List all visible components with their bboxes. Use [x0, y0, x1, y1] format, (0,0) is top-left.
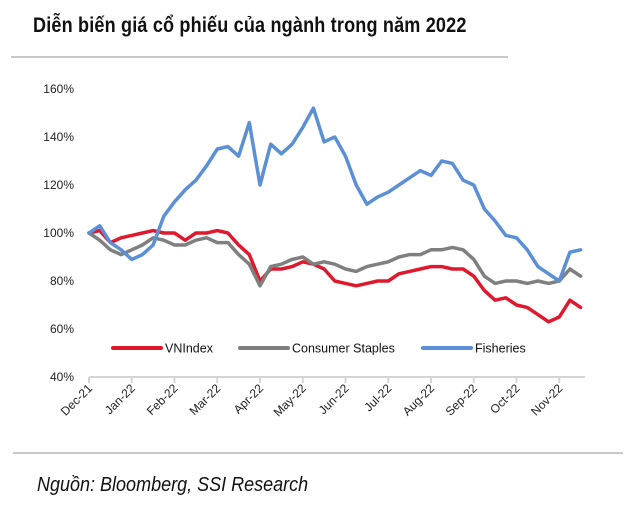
x-tick-label: Jan-22 — [102, 381, 138, 417]
y-tick-label: 120% — [43, 178, 74, 192]
legend-label: VNIndex — [165, 342, 214, 356]
x-tick-label: Sep-22 — [443, 381, 480, 418]
x-axis: Dec-21 Jan-22 Feb-22 Mar-22 Apr-22 May-22 Jun-… — [58, 376, 585, 419]
y-tick-label: 80% — [50, 274, 74, 288]
legend: VNIndex Consumer Staples Fisheries — [111, 342, 526, 356]
x-tick-label: Dec-21 — [58, 381, 95, 418]
series-line-consumer-staples — [87, 231, 583, 288]
source-note: Nguồn: Bloomberg, SSI Research — [37, 474, 309, 496]
series-line-fisheries — [87, 106, 583, 283]
y-tick-label: 60% — [50, 322, 74, 336]
x-tick-label: Oct-22 — [487, 381, 523, 417]
x-tick-label: Jun-22 — [316, 381, 352, 417]
title-divider — [11, 56, 508, 58]
x-tick-label: Mar-22 — [187, 381, 224, 418]
series-line-vnindex — [87, 228, 583, 324]
page-title: Diễn biến giá cổ phiếu của ngành trong n… — [33, 14, 467, 37]
source-divider — [13, 452, 623, 454]
x-tick-label: Feb-22 — [144, 381, 181, 418]
price-chart: 40% 60% 80% 100% 120% 140% 160% Dec-21 Jan-22 Fe… — [43, 82, 585, 419]
x-tick-label: Nov-22 — [528, 381, 565, 418]
x-tick-label: Apr-22 — [231, 381, 267, 417]
x-tick-label: Aug-22 — [400, 381, 437, 418]
y-tick-label: 160% — [43, 82, 74, 96]
series-layer — [87, 106, 583, 324]
x-tick-label: Jul-22 — [361, 381, 394, 414]
y-tick-label: 140% — [43, 130, 74, 144]
y-axis: 40% 60% 80% 100% 120% 140% 160% — [43, 82, 74, 384]
y-tick-label: 40% — [50, 370, 74, 384]
legend-label: Consumer Staples — [292, 342, 395, 356]
legend-label: Fisheries — [475, 342, 526, 356]
y-tick-label: 100% — [43, 226, 74, 240]
x-tick-label: May-22 — [271, 381, 309, 419]
